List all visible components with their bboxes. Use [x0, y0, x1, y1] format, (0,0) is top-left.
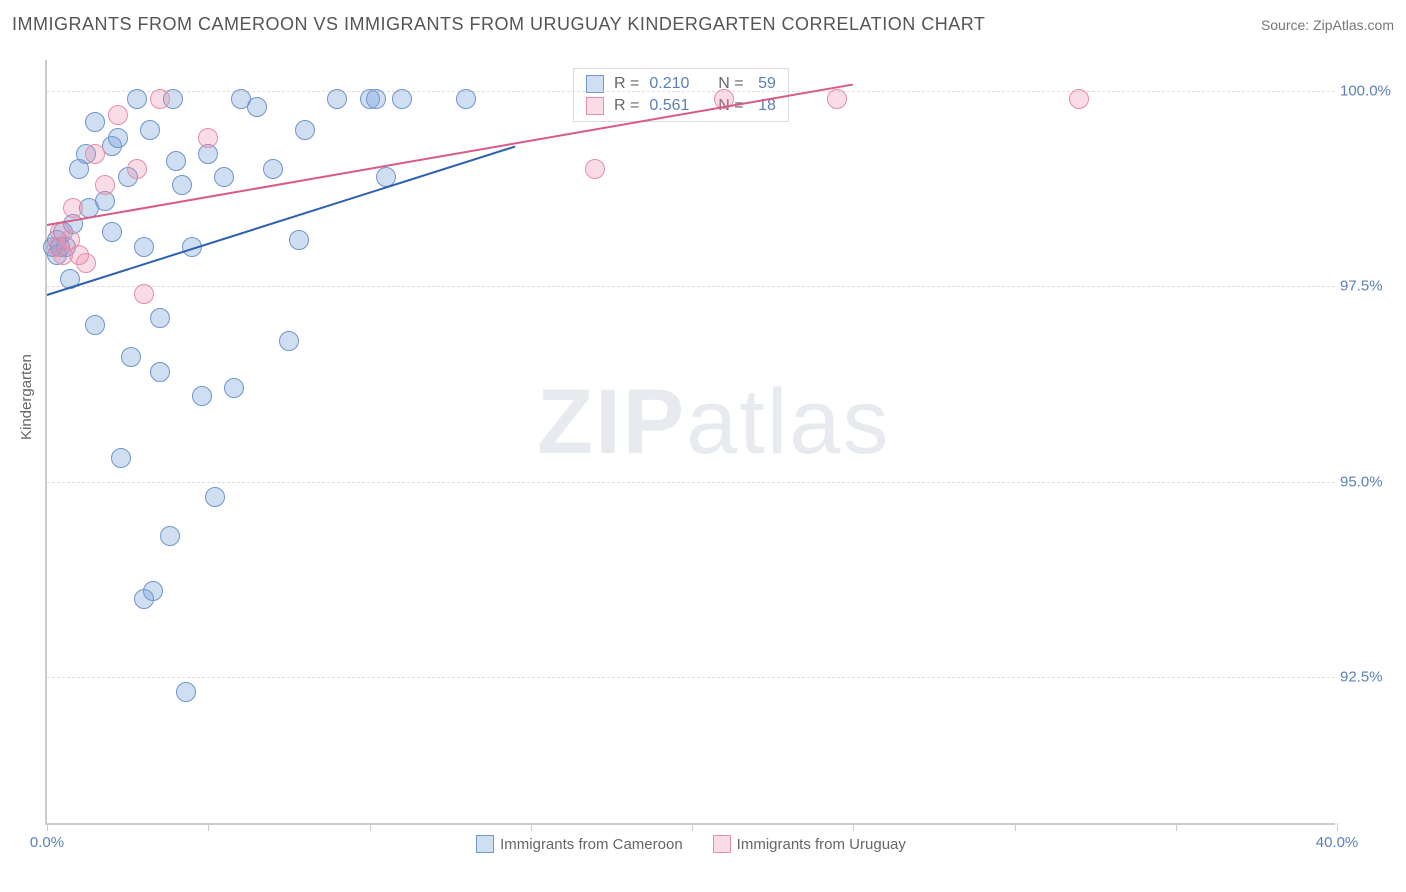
data-point-cameroon — [392, 89, 412, 109]
data-point-cameroon — [143, 581, 163, 601]
watermark-zip: ZIP — [537, 371, 686, 473]
data-point-uruguay — [134, 284, 154, 304]
y-axis-label: Kindergarten — [18, 354, 35, 440]
data-point-cameroon — [456, 89, 476, 109]
data-point-uruguay — [198, 128, 218, 148]
data-point-cameroon — [295, 120, 315, 140]
legend-swatch-uruguay — [713, 835, 731, 853]
data-point-cameroon — [150, 308, 170, 328]
data-point-uruguay — [76, 253, 96, 273]
data-point-uruguay — [150, 89, 170, 109]
data-point-cameroon — [85, 315, 105, 335]
data-point-uruguay — [108, 105, 128, 125]
data-point-uruguay — [585, 159, 605, 179]
data-point-cameroon — [366, 89, 386, 109]
data-point-uruguay — [63, 198, 83, 218]
watermark-atlas: atlas — [686, 371, 890, 473]
legend-swatch-uruguay — [586, 97, 604, 115]
data-point-cameroon — [160, 526, 180, 546]
bottom-legend: Immigrants from Cameroon Immigrants from … — [47, 835, 1335, 853]
x-tick — [1337, 823, 1338, 831]
gridline — [47, 286, 1335, 287]
data-point-cameroon — [214, 167, 234, 187]
data-point-cameroon — [247, 97, 267, 117]
x-tick — [1176, 823, 1177, 831]
data-point-cameroon — [224, 378, 244, 398]
legend-item-cameroon: Immigrants from Cameroon — [476, 835, 683, 853]
legend-label-cameroon: Immigrants from Cameroon — [500, 836, 683, 853]
data-point-cameroon — [192, 386, 212, 406]
chart-title: IMMIGRANTS FROM CAMEROON VS IMMIGRANTS F… — [12, 14, 985, 35]
x-tick — [47, 823, 48, 831]
x-tick-label: 0.0% — [30, 834, 64, 851]
data-point-uruguay — [95, 175, 115, 195]
source-attribution: Source: ZipAtlas.com — [1261, 17, 1394, 33]
legend-label-uruguay: Immigrants from Uruguay — [737, 836, 906, 853]
y-tick-label: 97.5% — [1340, 278, 1395, 295]
gridline — [47, 677, 1335, 678]
data-point-cameroon — [121, 347, 141, 367]
data-point-cameroon — [134, 237, 154, 257]
x-tick — [1015, 823, 1016, 831]
data-point-cameroon — [111, 448, 131, 468]
data-point-cameroon — [140, 120, 160, 140]
data-point-cameroon — [85, 112, 105, 132]
data-point-uruguay — [827, 89, 847, 109]
x-tick — [531, 823, 532, 831]
data-point-cameroon — [150, 362, 170, 382]
y-tick-label: 95.0% — [1340, 473, 1395, 490]
data-point-cameroon — [279, 331, 299, 351]
x-tick — [208, 823, 209, 831]
data-point-cameroon — [176, 682, 196, 702]
y-tick-label: 100.0% — [1340, 83, 1395, 100]
x-tick — [370, 823, 371, 831]
watermark: ZIPatlas — [537, 370, 890, 475]
x-tick — [853, 823, 854, 831]
data-point-cameroon — [166, 151, 186, 171]
data-point-uruguay — [85, 144, 105, 164]
data-point-cameroon — [289, 230, 309, 250]
legend-swatch-cameroon — [476, 835, 494, 853]
gridline — [47, 482, 1335, 483]
x-tick-label: 40.0% — [1316, 834, 1359, 851]
data-point-cameroon — [205, 487, 225, 507]
legend-item-uruguay: Immigrants from Uruguay — [713, 835, 906, 853]
scatter-plot-area: ZIPatlas R =0.210 N = 59R =0.561 N = 18 … — [45, 60, 1335, 825]
data-point-cameroon — [127, 89, 147, 109]
y-tick-label: 92.5% — [1340, 668, 1395, 685]
data-point-cameroon — [172, 175, 192, 195]
data-point-uruguay — [1069, 89, 1089, 109]
data-point-cameroon — [327, 89, 347, 109]
data-point-cameroon — [108, 128, 128, 148]
x-tick — [692, 823, 693, 831]
data-point-cameroon — [263, 159, 283, 179]
data-point-cameroon — [102, 222, 122, 242]
data-point-uruguay — [127, 159, 147, 179]
